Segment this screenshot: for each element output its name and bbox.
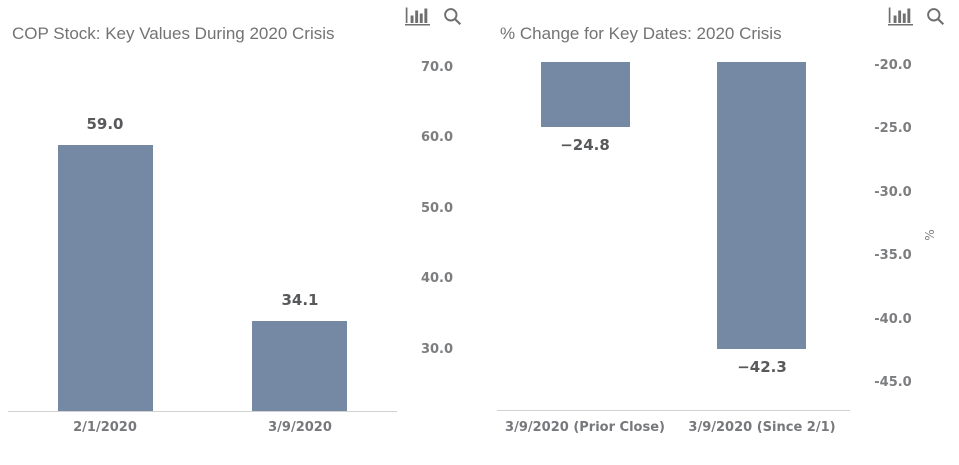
search-icon[interactable] — [926, 7, 945, 26]
y-axis-tick-label: -35.0 — [874, 248, 912, 263]
chart-title: COP Stock: Key Values During 2020 Crisis — [12, 24, 335, 43]
y-axis-tick-label: 40.0 — [420, 271, 454, 286]
bar[interactable] — [252, 321, 347, 411]
x-axis-category-label: 3/9/2020 (Since 2/1) — [688, 420, 836, 435]
bar-value-label: −24.8 — [560, 136, 610, 154]
search-icon[interactable] — [443, 7, 462, 26]
y-axis-tick-label: -20.0 — [874, 58, 912, 73]
y-axis-tick-label: 60.0 — [420, 130, 454, 145]
bar-chart-icon[interactable] — [888, 6, 913, 26]
y-axis-title: % — [923, 229, 937, 241]
bar[interactable] — [58, 145, 153, 411]
chart-toolbar — [888, 6, 945, 26]
y-axis-tick-label: 50.0 — [420, 201, 454, 216]
chart-percent-change: % Change for Key Dates: 2020 Crisis -20.… — [480, 0, 959, 465]
x-axis-line — [497, 410, 850, 411]
y-axis-tick-label: -30.0 — [874, 185, 912, 200]
bar[interactable] — [541, 62, 630, 127]
y-axis-tick-label: 70.0 — [420, 60, 454, 75]
y-axis-tick-label: -40.0 — [874, 312, 912, 327]
y-axis-tick-label: -45.0 — [874, 375, 912, 390]
bar[interactable] — [717, 62, 806, 349]
y-axis-tick-label: -25.0 — [874, 121, 912, 136]
y-axis-tick-label: 30.0 — [420, 342, 454, 357]
bar-chart-icon[interactable] — [405, 6, 430, 26]
bar-value-label: 34.1 — [281, 291, 319, 309]
x-axis-category-label: 2/1/2020 — [73, 420, 137, 435]
chart-toolbar — [405, 6, 462, 26]
chart-title: % Change for Key Dates: 2020 Crisis — [500, 24, 782, 43]
bar-value-label: 59.0 — [86, 115, 124, 133]
x-axis-category-label: 3/9/2020 — [268, 420, 332, 435]
chart-stock-key-values: COP Stock: Key Values During 2020 Crisis… — [0, 0, 470, 465]
x-axis-line — [8, 411, 397, 412]
x-axis-category-label: 3/9/2020 (Prior Close) — [505, 420, 665, 435]
bar-value-label: −42.3 — [737, 358, 787, 376]
